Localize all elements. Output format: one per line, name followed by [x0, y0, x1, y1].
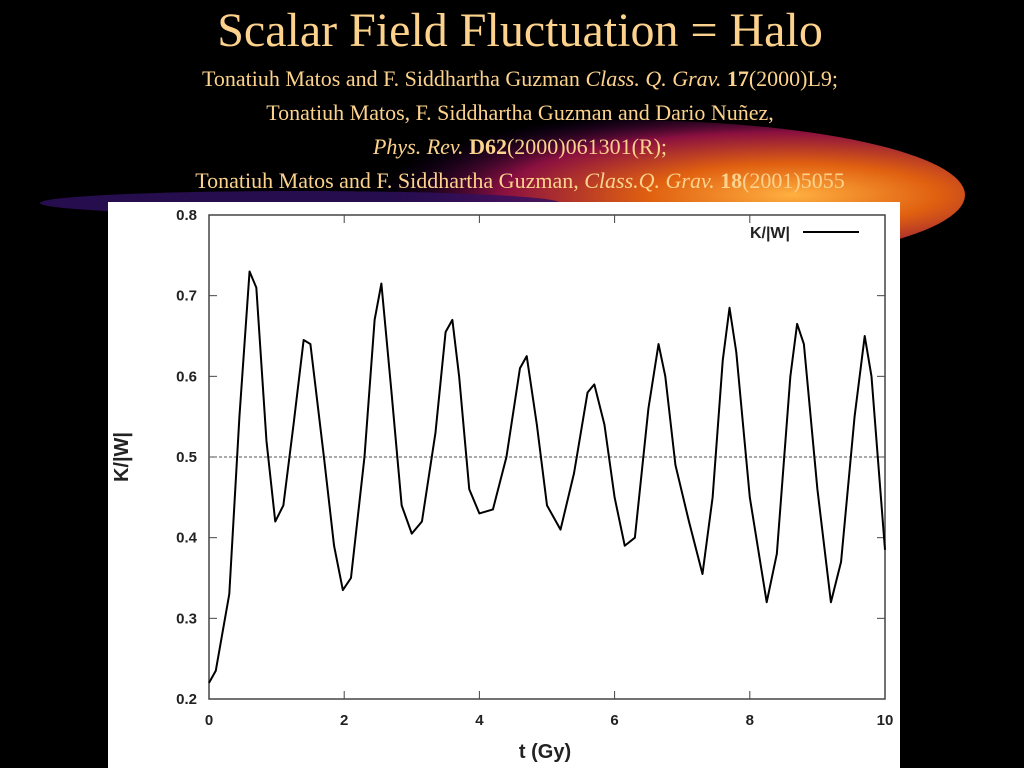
ref-text: Tonatiuh Matos and F. Siddhartha Guzman, — [195, 168, 584, 193]
x-tick-label: 8 — [746, 712, 754, 729]
x-tick-label: 4 — [475, 712, 484, 729]
legend-label: K/|W| — [750, 225, 790, 242]
ref-text: (2000)061301(R); — [507, 134, 667, 159]
reference: Tonatiuh Matos, F. Siddhartha Guzman and… — [266, 100, 773, 125]
y-axis-label: K/|W| — [111, 432, 133, 482]
y-tick-label: 0.8 — [176, 207, 197, 224]
ref-journal: Class.Q. Grav. — [584, 168, 720, 193]
data-line — [208, 270, 886, 684]
ref-journal: Phys. Rev. — [372, 134, 469, 159]
ref-text: Tonatiuh Matos, F. Siddhartha Guzman and… — [266, 100, 773, 125]
ref-text: (2000)L9; — [749, 66, 838, 91]
chart: t (Gy) K/|W| 0.2 0.3 0.4 0.5 0.6 0.7 0.8 0 2 4 6 8 1… — [111, 207, 893, 763]
y-tick-label: 0.2 — [176, 691, 197, 708]
y-tick-label: 0.4 — [176, 530, 198, 547]
x-tick-label: 10 — [877, 712, 894, 729]
ref-text: (2001)5055 — [742, 168, 845, 193]
ref-journal: Class. Q. Grav. — [585, 66, 726, 91]
chart-background — [108, 202, 900, 768]
y-tick-label: 0.6 — [176, 368, 197, 385]
y-tick-label: 0.3 — [176, 610, 197, 627]
x-axis-label: t (Gy) — [519, 741, 571, 763]
reference: Tonatiuh Matos and F. Siddhartha Guzman,… — [195, 168, 845, 193]
ref-text: Tonatiuh Matos and F. Siddhartha Guzman — [202, 66, 585, 91]
reference: Phys. Rev. D62(2000)061301(R); — [372, 134, 667, 159]
slide-title: Scalar Field Fluctuation = Halo — [217, 4, 823, 57]
x-tick-label: 6 — [610, 712, 618, 729]
x-tick-label: 2 — [340, 712, 348, 729]
y-tick-label: 0.5 — [176, 449, 197, 466]
ref-volume: 18 — [720, 168, 742, 193]
ref-volume: 17 — [727, 66, 749, 91]
reference: Tonatiuh Matos and F. Siddhartha Guzman … — [202, 66, 838, 91]
y-tick-label: 0.7 — [176, 288, 197, 305]
x-tick-label: 0 — [205, 712, 213, 729]
ref-volume: D62 — [469, 134, 507, 159]
